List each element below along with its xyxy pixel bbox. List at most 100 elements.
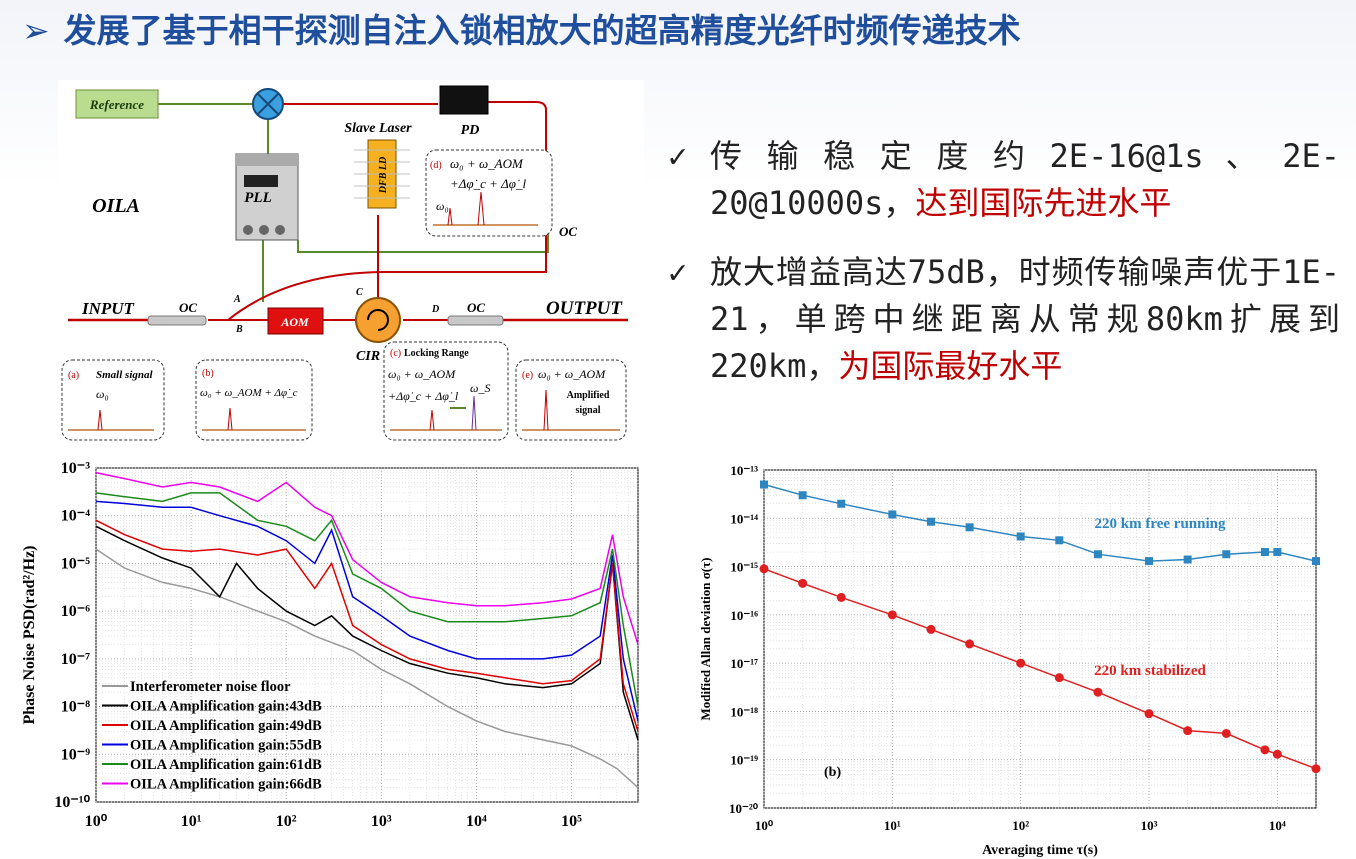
series-line (95, 548, 639, 789)
oc-label-left: OC (179, 300, 197, 315)
y-tick-label: 10⁻¹³ (730, 463, 758, 478)
legend-label: OILA Amplification gain:66dB (130, 777, 322, 793)
x-tick-label: 10¹ (181, 813, 202, 830)
y-tick-label: 10⁻¹⁹ (730, 753, 758, 768)
pll-instrument-icon (235, 153, 299, 241)
x-tick-label: 10³ (371, 813, 392, 830)
title-arrow-icon: ➢ (22, 11, 50, 50)
data-point (1311, 764, 1321, 774)
bullet-item-gain: ✓ 放大增益高达75dB，时频传输噪声优于1E-21，单跨中继距离从常规80km… (668, 249, 1340, 390)
inset-e-eq: ω₀ + ω_AOM (538, 367, 606, 381)
title-text: 发展了基于相干探测自注入锁相放大的超高精度光纤时频传递技术 (63, 11, 1021, 50)
inset-e-tag: (e) (522, 370, 533, 381)
inset-b (195, 359, 313, 441)
inset-c-eq3: ω_S (470, 381, 490, 395)
phase-noise-chart: 10⁰ 10¹ 10² 10³ 10⁴ 10⁵ 10⁻³ 10⁻⁴ 10⁻⁵ 10⁻⁶ 10⁻⁷ 10… (21, 460, 639, 830)
bullet-highlight: 为国际最好水平 (838, 347, 1063, 385)
pll-label: PLL (244, 190, 272, 206)
dfb-label: DFB LD (378, 157, 389, 194)
y-tick-label: 10⁻⁶ (61, 603, 90, 620)
x-tick-label: 10⁰ (85, 813, 108, 830)
y-tick-label: 10⁻¹⁸ (730, 704, 758, 719)
oc-label-right: OC (559, 224, 577, 239)
legend-label: OILA Amplification gain:55dB (130, 738, 322, 754)
y-axis-label: Modified Allan deviation σ(τ) (698, 558, 713, 721)
inset-c-title: Locking Range (404, 348, 469, 359)
data-point (888, 510, 897, 519)
output-label: OUTPUT (546, 298, 623, 319)
inset-d-tag: (d) (430, 160, 442, 171)
check-icon: ✓ (668, 137, 688, 175)
series-label-stabilized: 220 km stabilized (1094, 663, 1206, 679)
data-point (1183, 555, 1192, 564)
inset-b-tag: (b) (202, 368, 214, 379)
data-point (836, 592, 846, 602)
oila-label: OILA (92, 195, 140, 217)
aom-box (267, 307, 324, 335)
y-tick-label: 10⁻¹⁷ (730, 656, 758, 671)
series-line (95, 525, 639, 741)
data-point (926, 517, 935, 526)
legend-label: OILA Amplification gain:43dB (130, 699, 322, 715)
x-tick-label: 10⁰ (755, 818, 774, 833)
bullet-text: 放大增益高达75dB，时频传输噪声优于1E-21，单跨中继距离从常规80km扩展… (710, 253, 1340, 385)
cir-label: CIR (356, 349, 380, 364)
data-point (1016, 658, 1026, 668)
reference-box (75, 89, 159, 119)
x-tick-label: 10² (276, 813, 297, 830)
y-axis-label: Phase Noise PSD(rad²/Hz) (21, 546, 38, 725)
data-point (1221, 728, 1231, 738)
data-point (1054, 673, 1064, 683)
data-point (1222, 550, 1231, 559)
y-tick-label: 10⁻¹⁶ (730, 608, 758, 623)
y-tick-label: 10⁻⁷ (61, 651, 90, 668)
inset-d-eq3: ω₀ (436, 199, 449, 213)
inset-e-title2: signal (575, 405, 600, 416)
slide-title: ➢ 发展了基于相干探测自注入锁相放大的超高精度光纤时频传递技术 (22, 4, 1021, 52)
pd-label: PD (461, 123, 480, 138)
bullet-list: ✓ 传 输 稳 定 度 约 2E-16@1s 、 2E-20@10000s，达到… (668, 133, 1340, 412)
check-icon: ✓ (668, 253, 688, 291)
slave-laser-label: Slave Laser (344, 121, 412, 136)
inset-d-eq2: +Δφ̇_c + Δφ̇_l (450, 176, 526, 191)
x-tick-label: 10⁴ (466, 813, 487, 830)
allan-deviation-chart: 10⁰ 10¹ 10² 10³ 10⁴ 10⁻¹³ 10⁻¹⁴ 10⁻¹⁵ 10⁻¹⁶ 10⁻¹⁷… (698, 463, 1321, 858)
data-point (1260, 548, 1269, 557)
y-tick-label: 10⁻⁵ (61, 555, 90, 572)
x-axis-label: Averaging time τ(s) (982, 843, 1098, 858)
x-tick-label: 10² (1012, 818, 1029, 833)
y-tick-label: 10⁻²⁰ (729, 801, 759, 816)
oc-label-middle: OC (467, 300, 485, 315)
port-c-label: C (356, 287, 363, 298)
data-point (1145, 557, 1154, 566)
data-point (926, 624, 936, 634)
data-point (887, 610, 897, 620)
inset-e (515, 359, 627, 441)
data-point (1183, 726, 1193, 736)
dfb-laser-icon (354, 139, 410, 209)
bullet-item-stability: ✓ 传 输 稳 定 度 约 2E-16@1s 、 2E-20@10000s，达到… (668, 133, 1340, 227)
inset-b-eq: ω₀ + ω_AOM + Δφ̇_c (200, 387, 298, 399)
data-point (1272, 749, 1282, 759)
bullet-highlight: 达到国际先进水平 (915, 184, 1172, 222)
inset-c (383, 341, 509, 441)
reference-label: Reference (89, 97, 144, 112)
legend-label: Interferometer noise floor (130, 679, 291, 695)
y-tick-label: 10⁻¹⁵ (730, 560, 758, 575)
data-point (837, 499, 846, 508)
series-label-free-running: 220 km free running (1095, 516, 1226, 532)
x-tick-label: 10¹ (884, 818, 901, 833)
data-point (760, 480, 768, 489)
y-tick-label: 10⁻¹⁰ (54, 794, 90, 811)
legend-label: OILA Amplification gain:61dB (130, 757, 322, 773)
bullet-text: 传 输 稳 定 度 约 2E-16@1s 、 2E-20@10000s， (710, 137, 1340, 222)
data-point (759, 564, 769, 574)
input-label: INPUT (81, 299, 135, 318)
series-line (95, 519, 639, 732)
port-b-label: B (235, 324, 243, 335)
data-point (798, 578, 808, 588)
data-point (1260, 745, 1270, 755)
inset-c-eq1: ω₀ + ω_AOM (388, 367, 456, 381)
y-tick-label: 10⁻⁸ (61, 699, 90, 716)
y-tick-label: 10⁻³ (61, 460, 90, 477)
